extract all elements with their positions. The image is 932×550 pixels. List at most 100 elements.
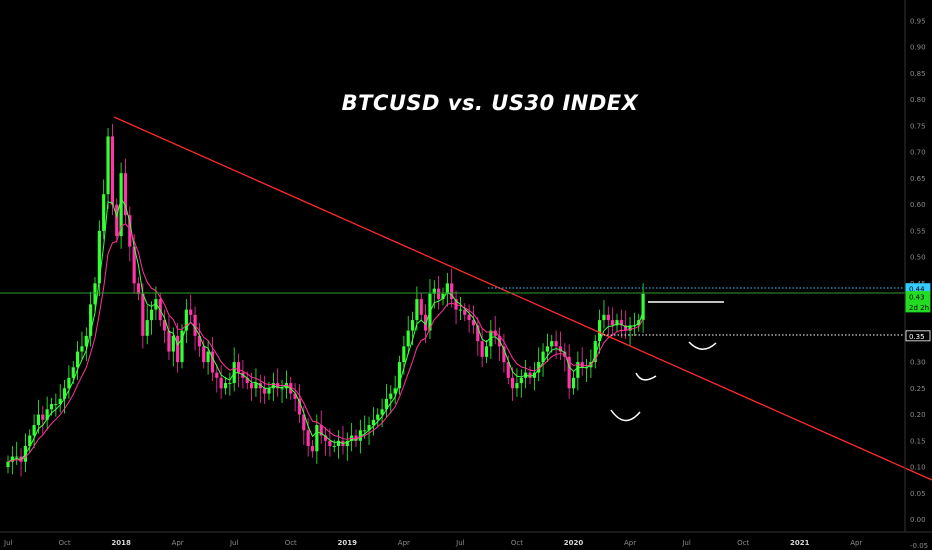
candle-body (332, 446, 336, 448)
candle-body (450, 283, 454, 300)
candle-body (54, 404, 58, 406)
y-tick-label: 0.65 (910, 175, 926, 183)
y-tick-label: 0.20 (910, 411, 926, 419)
candle-body (306, 430, 310, 447)
candle-body (71, 367, 75, 378)
candle-body (171, 335, 175, 352)
candle-body (371, 419, 375, 426)
ema-fast-line (7, 197, 644, 463)
x-tick-label: Apr (398, 539, 410, 547)
price-label-box (905, 291, 931, 302)
candle-body (280, 388, 284, 390)
candle-body (167, 330, 171, 352)
candle-body (58, 398, 62, 405)
price-label-box (905, 330, 931, 342)
candle-body (149, 309, 154, 321)
candle-body (210, 351, 215, 373)
candle-body (576, 362, 580, 378)
candle-body (545, 346, 549, 352)
x-tick-label: 2019 (338, 539, 358, 547)
candle-body (93, 283, 97, 305)
x-tick-label: Apr (172, 539, 184, 547)
price-label: 0.44 (909, 286, 925, 294)
drawings (0, 116, 932, 481)
candle-body (484, 346, 489, 357)
candle-body (297, 398, 302, 415)
price-label: 0.35 (909, 333, 925, 341)
x-tick-label: Jul (455, 539, 465, 547)
candle-body (554, 341, 558, 347)
candle-body (515, 383, 519, 389)
candle-body (28, 435, 32, 447)
x-tick-label: Apr (624, 539, 636, 547)
candle-body (593, 341, 597, 363)
candle-body (115, 204, 119, 237)
y-tick-label: 0.55 (910, 227, 926, 235)
x-tick-label: 2018 (111, 539, 131, 547)
candle-body (528, 372, 532, 378)
candle-body (202, 346, 206, 363)
candle-body (506, 362, 510, 378)
candle-body (380, 409, 384, 415)
candle-body (502, 346, 506, 363)
candle-body (511, 377, 515, 389)
candle-body (163, 320, 167, 331)
candle-body (480, 341, 484, 357)
candle-body (419, 299, 423, 315)
candle-body (206, 351, 210, 363)
candles (6, 123, 645, 477)
candle-body (410, 320, 415, 331)
candle-body (567, 356, 571, 389)
candle-body (89, 304, 93, 336)
x-tick-label: Jul (229, 539, 239, 547)
candle-body (254, 383, 258, 389)
price-labels: 0.440.43 2d 2h 0.35 (905, 283, 931, 342)
candle-body (415, 299, 419, 321)
candle-body (619, 320, 623, 326)
candle-body (323, 435, 328, 441)
candle-body (32, 425, 36, 436)
candle-body (432, 288, 436, 294)
y-tick-label: 0.60 (910, 201, 926, 209)
chart-title: BTCUSD vs. US30 INDEX (342, 91, 640, 115)
candle-body (376, 414, 380, 420)
price-label: 2d 2h (909, 304, 929, 312)
x-tick-label: 2021 (790, 539, 810, 547)
x-axis: Jul Oct 2018 Apr Jul Oct 2019 Apr Jul Oct 2020 Apr J… (0, 531, 932, 547)
y-tick-label: 0.05 (910, 490, 926, 498)
candle-body (176, 335, 180, 363)
candle-body (354, 435, 358, 441)
candle-body (463, 309, 467, 315)
candle-body (319, 425, 323, 436)
candle-body (315, 425, 319, 452)
candle-body (302, 414, 306, 431)
candle-body (128, 215, 132, 247)
y-tick-label: -0.05 (910, 542, 928, 550)
candle-body (397, 362, 402, 389)
candle-body (615, 320, 619, 326)
candle-body (402, 346, 406, 363)
candle-body (328, 440, 332, 447)
x-tick-label: Apr (850, 539, 862, 547)
candle-body (437, 288, 441, 300)
y-tick-label: 0.25 (910, 385, 926, 393)
candle-body (467, 314, 471, 321)
y-tick-label: 0.30 (910, 359, 926, 367)
candle-body (145, 320, 149, 336)
y-tick-label: 0.85 (910, 70, 926, 78)
candle-body (215, 372, 219, 378)
candle-body (489, 330, 493, 347)
candle-body (476, 325, 480, 342)
candle-body (580, 362, 584, 368)
candle-body (41, 414, 45, 420)
candle-body (219, 377, 223, 389)
x-tick-label: Oct (58, 539, 70, 547)
candle-body (389, 393, 393, 399)
y-axis: 0.95 0.90 0.85 0.80 0.75 0.70 0.65 0.60 0.55 0.50… (904, 0, 928, 550)
candle-body (245, 377, 249, 384)
candle-body (136, 283, 141, 294)
candle-body (189, 309, 193, 315)
candle-body (76, 351, 80, 368)
candle-body (141, 293, 145, 336)
